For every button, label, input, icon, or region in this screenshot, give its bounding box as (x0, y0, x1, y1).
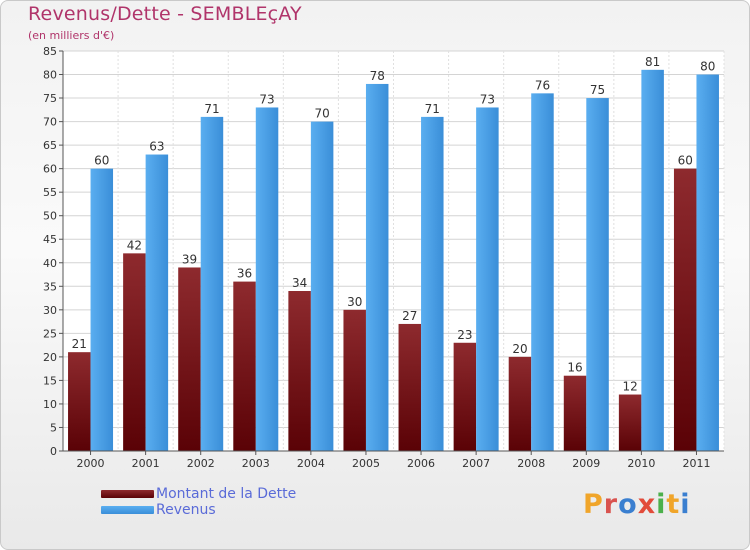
revenue-bar (365, 83, 389, 452)
revenue-value-label: 70 (314, 107, 329, 121)
y-tick-label: 70 (43, 116, 57, 129)
x-tick-label: 2005 (352, 457, 380, 470)
debt-bar (398, 323, 422, 451)
revenue-bar (641, 69, 664, 451)
debt-value-label: 42 (127, 238, 142, 252)
debt-bar (563, 375, 587, 451)
logo-letter: i (680, 489, 691, 520)
debt-bar (618, 394, 642, 451)
x-tick-label: 2011 (682, 457, 710, 470)
debt-value-label: 23 (457, 328, 472, 342)
revenue-bar (696, 74, 719, 451)
x-tick-label: 2003 (242, 457, 270, 470)
revenue-value-label: 81 (645, 55, 660, 69)
logo-letter: t (666, 489, 681, 520)
revenue-bar (476, 107, 499, 452)
y-tick-label: 85 (43, 45, 57, 58)
revenue-bar (531, 93, 554, 452)
x-tick-label: 2008 (517, 457, 545, 470)
x-tick-label: 2006 (407, 457, 435, 470)
debt-bar (68, 352, 91, 451)
logo-letter: r (603, 489, 619, 520)
revenue-value-label: 60 (94, 154, 109, 168)
revenue-value-label: 80 (700, 60, 715, 74)
y-tick-label: 75 (43, 92, 57, 105)
logo-letter: i (656, 489, 667, 520)
debt-value-label: 36 (237, 267, 252, 281)
x-tick-label: 2001 (132, 457, 160, 470)
debt-bar (178, 267, 201, 451)
revenue-value-label: 73 (480, 92, 495, 106)
y-tick-label: 5 (50, 421, 57, 434)
revenue-value-label: 76 (535, 78, 550, 92)
revenue-bar (200, 116, 224, 451)
logo-letter: o (618, 489, 638, 520)
y-tick-label: 50 (43, 210, 57, 223)
y-tick-label: 0 (50, 445, 57, 458)
revenue-bar (586, 98, 609, 451)
logo-letter: P (583, 489, 604, 520)
proxiti-logo: Proxiti (583, 489, 691, 520)
revenue-value-label: 75 (590, 83, 605, 97)
y-tick-label: 30 (43, 304, 57, 317)
revenue-bar (145, 154, 169, 451)
revenue-bar (310, 121, 334, 452)
revenue-value-label: 71 (204, 102, 219, 116)
chart-subtitle: (en milliers d'€) (28, 29, 115, 42)
revenue-bar (90, 168, 114, 451)
debt-bar (288, 291, 311, 451)
debt-value-label: 21 (72, 337, 87, 351)
y-tick-label: 25 (43, 327, 57, 340)
debt-value-label: 16 (567, 361, 582, 375)
x-tick-label: 2002 (187, 457, 215, 470)
revenue-value-label: 73 (259, 92, 274, 106)
legend-swatch-debt (101, 490, 154, 498)
chart-title: Revenus/Dette - SEMBLEçAY (28, 3, 302, 25)
revenue-value-label: 78 (370, 69, 385, 83)
y-tick-label: 35 (43, 280, 57, 293)
revenue-bar (255, 107, 279, 452)
x-tick-label: 2000 (77, 457, 105, 470)
x-tick-label: 2004 (297, 457, 325, 470)
debt-bar (673, 168, 697, 451)
y-tick-label: 60 (43, 163, 57, 176)
y-tick-label: 65 (43, 139, 57, 152)
x-tick-label: 2010 (627, 457, 655, 470)
debt-bar (233, 281, 256, 451)
debt-bar (453, 342, 477, 451)
debt-value-label: 39 (182, 252, 197, 266)
debt-value-label: 20 (512, 342, 527, 356)
legend-label-debt: Montant de la Dette (156, 486, 297, 502)
debt-bar (508, 356, 532, 451)
y-tick-label: 40 (43, 257, 57, 270)
legend-swatch-revenue (101, 506, 154, 514)
y-tick-label: 10 (43, 398, 57, 411)
x-tick-label: 2007 (462, 457, 490, 470)
debt-value-label: 30 (347, 295, 362, 309)
revenue-value-label: 63 (149, 140, 164, 154)
revenue-value-label: 71 (425, 102, 440, 116)
y-tick-label: 55 (43, 186, 57, 199)
debt-bar (343, 309, 366, 451)
logo-letter: x (637, 489, 657, 520)
y-tick-label: 20 (43, 351, 57, 364)
debt-bar (123, 253, 146, 451)
revenue-bar (421, 116, 444, 451)
legend-label-revenue: Revenus (156, 502, 216, 518)
debt-value-label: 27 (402, 309, 417, 323)
y-tick-label: 80 (43, 69, 57, 82)
y-tick-label: 15 (43, 374, 57, 387)
x-tick-label: 2009 (572, 457, 600, 470)
debt-value-label: 12 (622, 380, 637, 394)
debt-value-label: 34 (292, 276, 307, 290)
y-tick-label: 45 (43, 233, 57, 246)
debt-value-label: 60 (678, 154, 693, 168)
